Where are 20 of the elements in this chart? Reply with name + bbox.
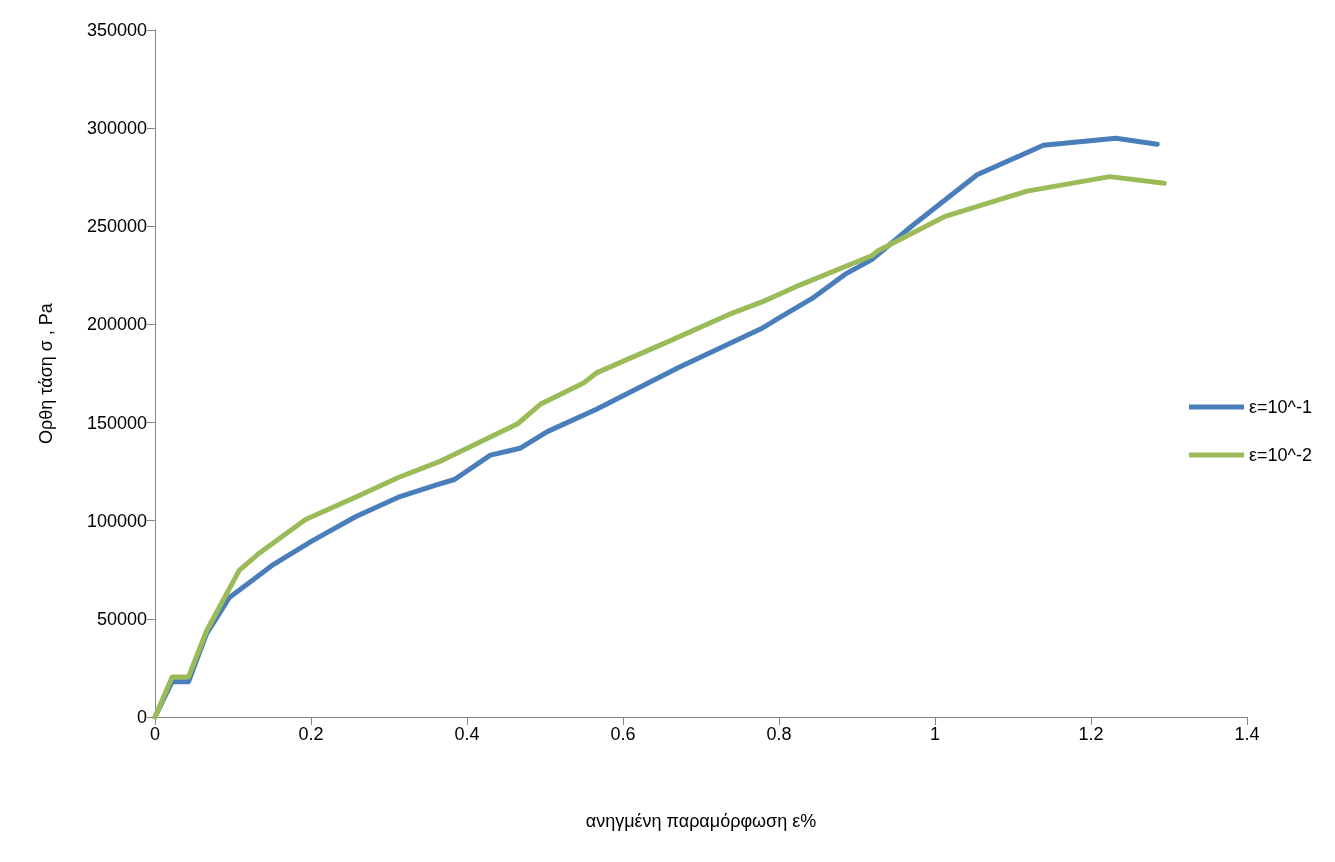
x-tick-label: 1 [929, 724, 941, 744]
y-tick-label: 200000 [86, 314, 147, 335]
x-tick-label: 0.2 [298, 724, 324, 744]
y-tick-label: 100000 [86, 510, 147, 531]
x-tick-label: 0.8 [766, 724, 792, 744]
x-tick-label: 0.4 [454, 724, 480, 744]
y-tick-label: 50000 [96, 608, 147, 629]
x-tick-label: 1.2 [1078, 724, 1104, 744]
x-tick-label: 0 [149, 724, 161, 744]
x-tick-label: 0.6 [610, 724, 636, 744]
legend-label: ε=10^-2 [1248, 445, 1313, 465]
y-tick-label: 350000 [86, 20, 147, 40]
x-tick-label: 1.4 [1234, 724, 1260, 744]
y-tick-label: 300000 [86, 118, 147, 139]
x-axis-title: ανηγμένη παραμόρφωση ε% [585, 811, 817, 831]
y-tick-label: 0 [136, 707, 147, 727]
legend-label: ε=10^-1 [1248, 397, 1313, 417]
y-axis-title: Ορθη τάση σ , Pa [36, 302, 56, 444]
y-tick-label: 250000 [86, 216, 147, 237]
y-tick-label: 150000 [86, 412, 147, 433]
